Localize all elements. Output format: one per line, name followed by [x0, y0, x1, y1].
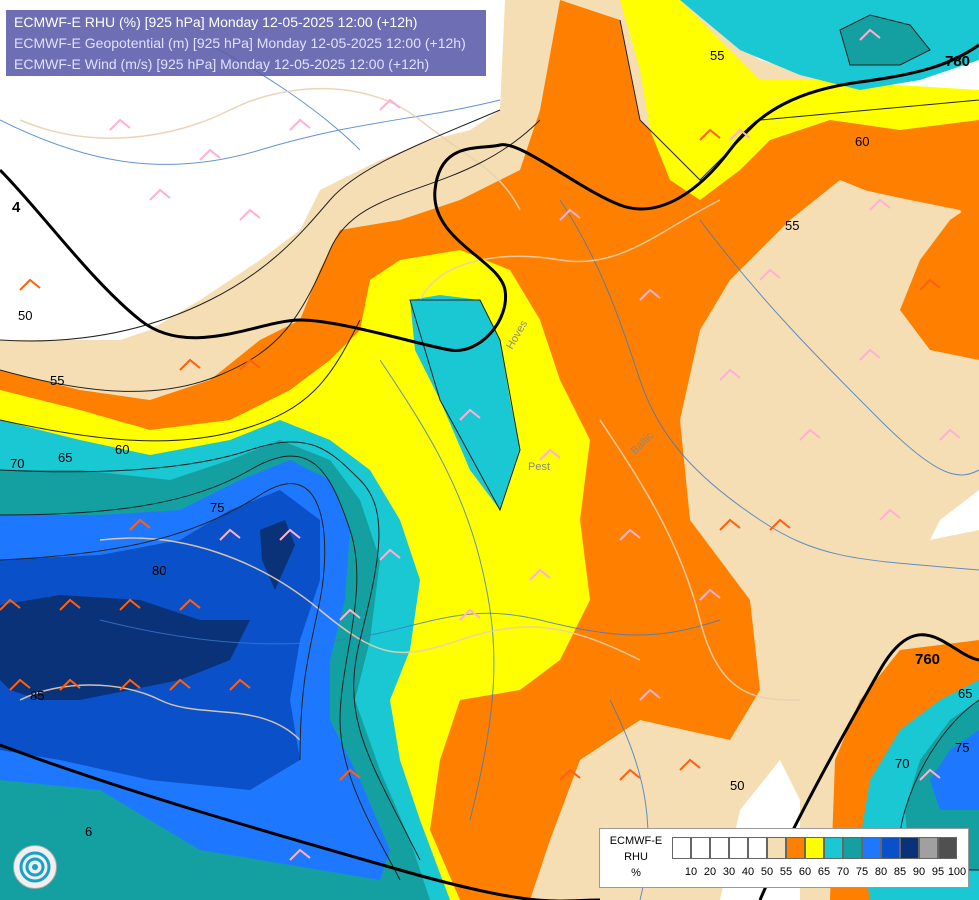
- rhu-label: 65: [58, 450, 72, 465]
- rivers: [0, 39, 979, 900]
- map-title-box: ECMWF-E RHU (%) [925 hPa] Monday 12-05-2…: [6, 10, 486, 76]
- rhu-65-70-region-northeast: [680, 0, 979, 90]
- legend-tick: 10: [684, 866, 698, 878]
- legend-swatch: [805, 837, 824, 859]
- title-rhu: ECMWF-E RHU (%) [925 hPa] Monday 12-05-2…: [14, 14, 418, 30]
- legend-swatch: [900, 837, 919, 859]
- rhu-label: 75: [955, 740, 969, 755]
- rhu-label: 80: [152, 563, 166, 578]
- rhu-below-50-region: [0, 0, 500, 340]
- legend-tick: 20: [703, 866, 717, 878]
- legend-title-line: RHU: [624, 851, 648, 863]
- legend-tick: 30: [722, 866, 736, 878]
- rhu-label: 70: [10, 456, 24, 471]
- legend-tick: 55: [779, 866, 793, 878]
- legend-swatch: [672, 837, 691, 859]
- geopotential-label: 4: [12, 199, 21, 216]
- legend-tick: 70: [836, 866, 850, 878]
- geopotential-label: 780: [945, 53, 970, 70]
- rhu-60-65-region-north: [620, 0, 979, 200]
- legend-swatch: [862, 837, 881, 859]
- rhu-85-90-region: [0, 595, 250, 700]
- rhu-label: 50: [730, 778, 744, 793]
- rhu-85-90-spot: [260, 520, 295, 590]
- river-label: Pest: [528, 461, 550, 473]
- legend-swatch: [919, 837, 938, 859]
- rhu-label: 75: [210, 500, 224, 515]
- rhu-label: 65: [958, 686, 972, 701]
- legend-swatch: [786, 837, 805, 859]
- wind-barbs: [0, 28, 961, 861]
- legend-tick: 90: [912, 866, 926, 878]
- title-wind: ECMWF-E Wind (m/s) [925 hPa] Monday 12-0…: [14, 56, 430, 72]
- title-geopotential: ECMWF-E Geopotential (m) [925 hPa] Monda…: [14, 35, 466, 51]
- rhu-label: 60: [855, 134, 869, 149]
- legend-tick: 60: [798, 866, 812, 878]
- legend-title-line: ECMWF-E: [609, 835, 663, 847]
- legend-swatch: [729, 837, 748, 859]
- legend-tick: 50: [760, 866, 774, 878]
- legend-swatch: [748, 837, 767, 859]
- rhu-label: 85: [30, 688, 44, 703]
- rhu-55-60-strip-northeast: [900, 200, 979, 360]
- legend-tick: 65: [817, 866, 831, 878]
- geopotential-labels: 780 760 4: [12, 53, 970, 668]
- legend-swatch: [938, 837, 957, 859]
- rhu-label: 55: [710, 48, 724, 63]
- rhu-70-75-region-northeast: [840, 15, 930, 65]
- legend-tick: 95: [931, 866, 945, 878]
- legend-title-line: %: [631, 867, 641, 879]
- legend-tick: 100: [947, 866, 967, 878]
- legend-swatch: [710, 837, 729, 859]
- legend-tick: 75: [855, 866, 869, 878]
- rhu-label: 6: [85, 824, 92, 839]
- rhu-75-80-region-southeast: [930, 730, 979, 810]
- rhu-below-50-spot-east: [930, 490, 979, 540]
- legend-swatch: [767, 837, 786, 859]
- legend-tick: 80: [874, 866, 888, 878]
- legend-swatch: [691, 837, 710, 859]
- rhu-label: 50: [18, 308, 32, 323]
- geopotential-label: 760: [915, 651, 940, 668]
- legend-swatch: [843, 837, 862, 859]
- legend-tick: 85: [893, 866, 907, 878]
- contour-labels: 50 55 60 65 70 75 80 85 55 60 55 50 65 7…: [10, 48, 972, 839]
- rhu-label: 70: [895, 756, 909, 771]
- rhu-label: 55: [785, 218, 799, 233]
- color-legend: ECMWF-E RHU % 10 20 30 40 50 55 60 65 70 75 80 85 90…: [599, 828, 969, 888]
- rhu-label: 55: [50, 373, 64, 388]
- legend-swatch: [881, 837, 900, 859]
- legend-tick: 40: [741, 866, 755, 878]
- ecmwf-spiral-icon: [13, 845, 57, 889]
- legend-swatch: [824, 837, 843, 859]
- legend-title: ECMWF-E RHU %: [600, 833, 672, 881]
- rhu-label: 60: [115, 442, 129, 457]
